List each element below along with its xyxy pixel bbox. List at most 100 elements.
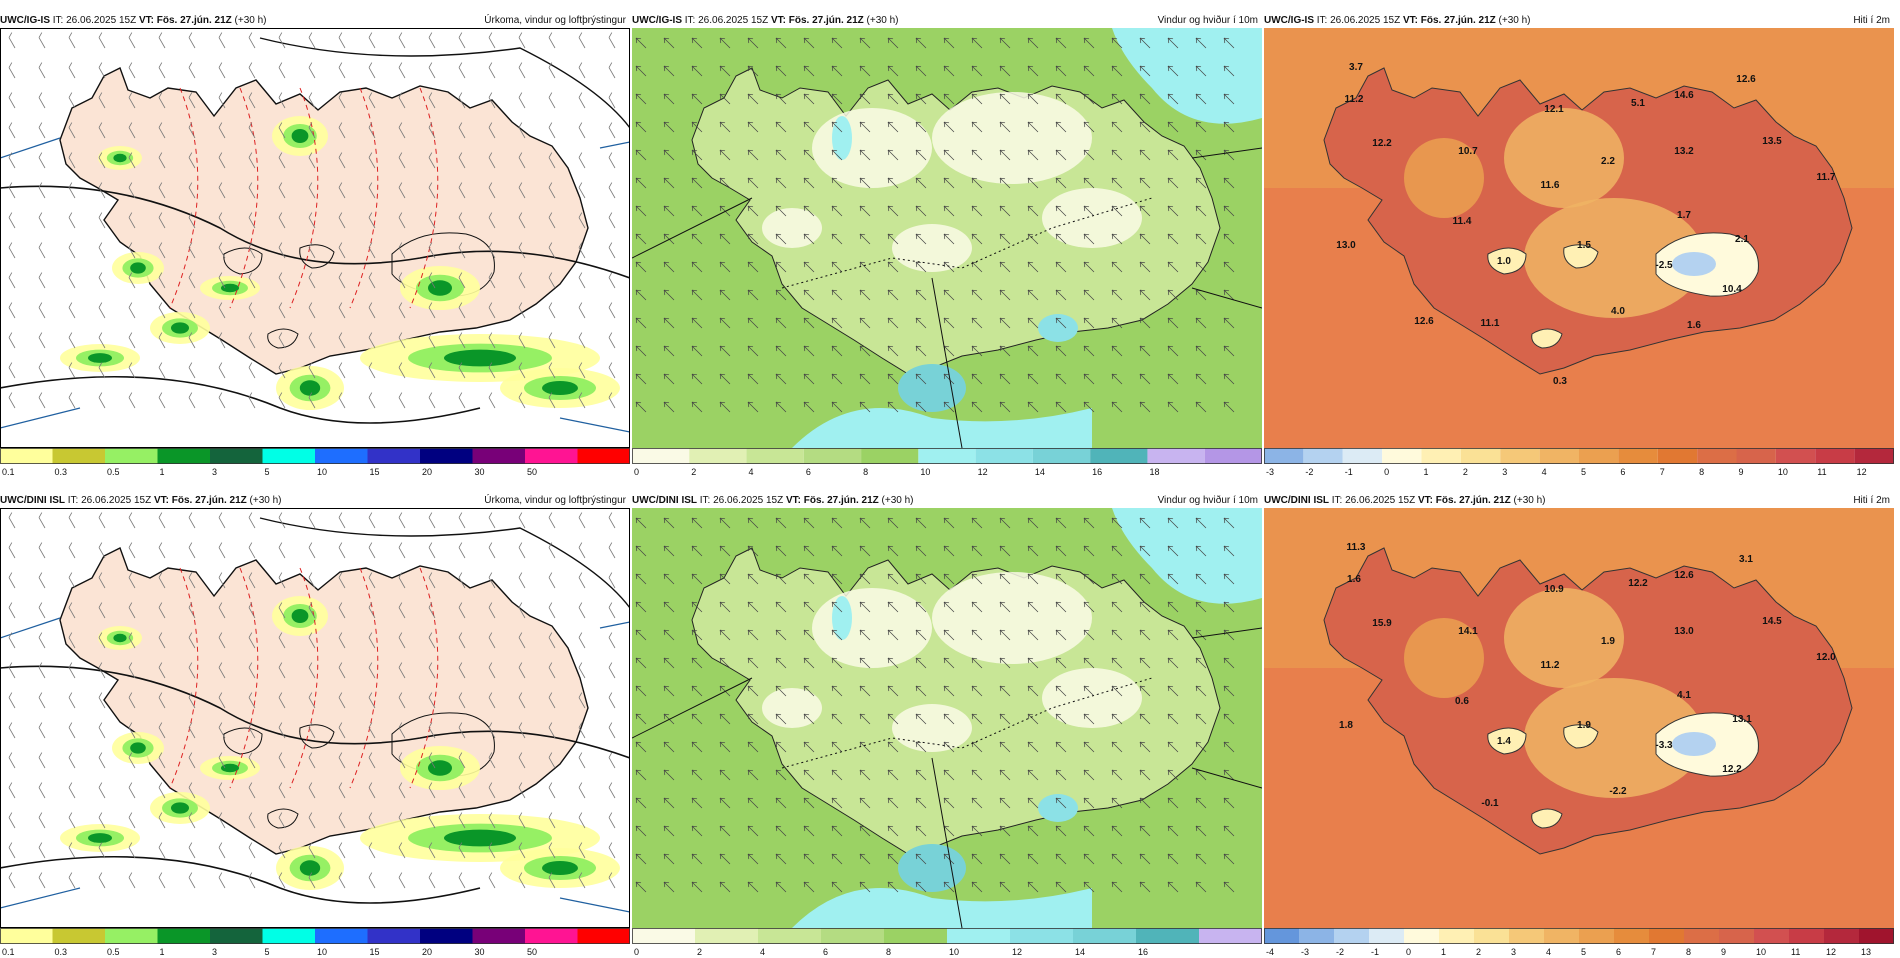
wind-arrow	[915, 517, 927, 529]
wind-barb	[188, 602, 196, 619]
wind-barb	[158, 362, 166, 379]
model-name: UWC/IG-IS	[632, 15, 682, 26]
wind-arrow	[1139, 713, 1151, 725]
temp-value-label: -0.1	[1481, 798, 1499, 809]
wind-arrow	[859, 545, 871, 557]
terrain-zone	[1504, 108, 1624, 208]
wind-barb	[158, 692, 166, 709]
wind-barb	[578, 212, 586, 229]
glacier-cold-zone	[1563, 724, 1599, 749]
wind-barb	[338, 152, 346, 169]
wind-arrow	[1083, 797, 1095, 809]
wind-barb	[38, 872, 46, 889]
wind-barb	[38, 212, 46, 229]
wind-barb	[338, 842, 346, 859]
wind-barb	[578, 692, 586, 709]
colorbar-swatch	[1854, 448, 1894, 464]
model-name: UWC/IG-IS	[1264, 15, 1314, 26]
wind-arrow	[803, 37, 815, 49]
wind-barb	[548, 782, 556, 799]
wind-map	[632, 508, 1262, 928]
wind-barb	[608, 812, 616, 829]
wind-arrow	[971, 345, 983, 357]
wind-arrow	[915, 177, 927, 189]
wind-barb	[398, 212, 406, 229]
wind-barb	[578, 572, 586, 589]
wind-barb	[158, 122, 166, 139]
colorbar-swatch	[1789, 928, 1824, 944]
wind-arrow	[719, 289, 731, 301]
wind-arrow	[1027, 741, 1039, 753]
wind-arrow	[747, 853, 759, 865]
wind-arrow	[719, 629, 731, 641]
wind-arrow	[999, 741, 1011, 753]
wind-arrow	[719, 345, 731, 357]
wind-barb	[158, 272, 166, 289]
colorbar-tick-label: 14	[1035, 467, 1045, 477]
wind-barb	[158, 512, 166, 529]
wind-arrow	[747, 797, 759, 809]
wind-barb	[608, 872, 616, 889]
wind-arrow	[1111, 345, 1123, 357]
wind-arrow	[999, 65, 1011, 77]
wind-barb	[278, 722, 286, 739]
wind-arrow	[635, 401, 647, 413]
wind-arrow	[1027, 289, 1039, 301]
wind-barb	[38, 722, 46, 739]
wind-barb	[128, 152, 136, 169]
gust-area	[1038, 314, 1078, 342]
wind-arrow	[803, 685, 815, 697]
wind-barb	[248, 632, 256, 649]
colorbar-tick-label: 9	[1739, 467, 1744, 477]
colorbar-swatch	[1697, 448, 1737, 464]
wind-arrow	[775, 545, 787, 557]
wind-barb	[278, 602, 286, 619]
wind-barb	[548, 872, 556, 889]
wind-arrow	[691, 401, 703, 413]
colorbar-tick-label: 1	[160, 467, 165, 477]
wind-arrow	[999, 401, 1011, 413]
wind-barb	[98, 662, 106, 679]
wind-barb	[518, 752, 526, 769]
wind-barb	[458, 512, 466, 529]
wind-arrow	[887, 769, 899, 781]
wind-barb	[8, 872, 16, 889]
wind-arrow	[1111, 317, 1123, 329]
wind-arrow	[859, 205, 871, 217]
wind-arrow	[1111, 65, 1123, 77]
wind-barb	[398, 572, 406, 589]
precip-area	[542, 381, 578, 395]
wind-arrow	[635, 121, 647, 133]
wind-arrow	[803, 853, 815, 865]
wind-barb	[428, 32, 436, 49]
wind-barb	[548, 392, 556, 409]
wind-arrow	[1139, 401, 1151, 413]
wind-barb	[518, 392, 526, 409]
wind-barb	[458, 332, 466, 349]
wind-arrow	[1055, 65, 1067, 77]
wind-barb	[68, 332, 76, 349]
wind-arrow	[663, 853, 675, 865]
wind-arrow	[803, 797, 815, 809]
wind-barb	[278, 182, 286, 199]
temp-value-label: 13.0	[1336, 240, 1356, 251]
wind-barb	[368, 122, 376, 139]
wind-barb	[128, 632, 136, 649]
wind-barb	[488, 362, 496, 379]
wind-barb	[38, 32, 46, 49]
temp-value-label: 1.4	[1497, 736, 1511, 747]
wind-barb	[218, 572, 226, 589]
colorbar-tick-label: 4	[1542, 467, 1547, 477]
wind-barb	[8, 632, 16, 649]
colorbar-swatch	[1736, 448, 1776, 464]
wind-barb	[278, 332, 286, 349]
wind-barb	[278, 632, 286, 649]
wind-arrow	[775, 685, 787, 697]
temp-value-label: 12.2	[1628, 578, 1648, 589]
wind-arrow	[943, 545, 955, 557]
temp-value-label: 12.2	[1722, 764, 1742, 775]
wind-arrow	[747, 261, 759, 273]
wind-barb	[248, 752, 256, 769]
wind-barb	[548, 812, 556, 829]
precip-area	[428, 280, 452, 296]
